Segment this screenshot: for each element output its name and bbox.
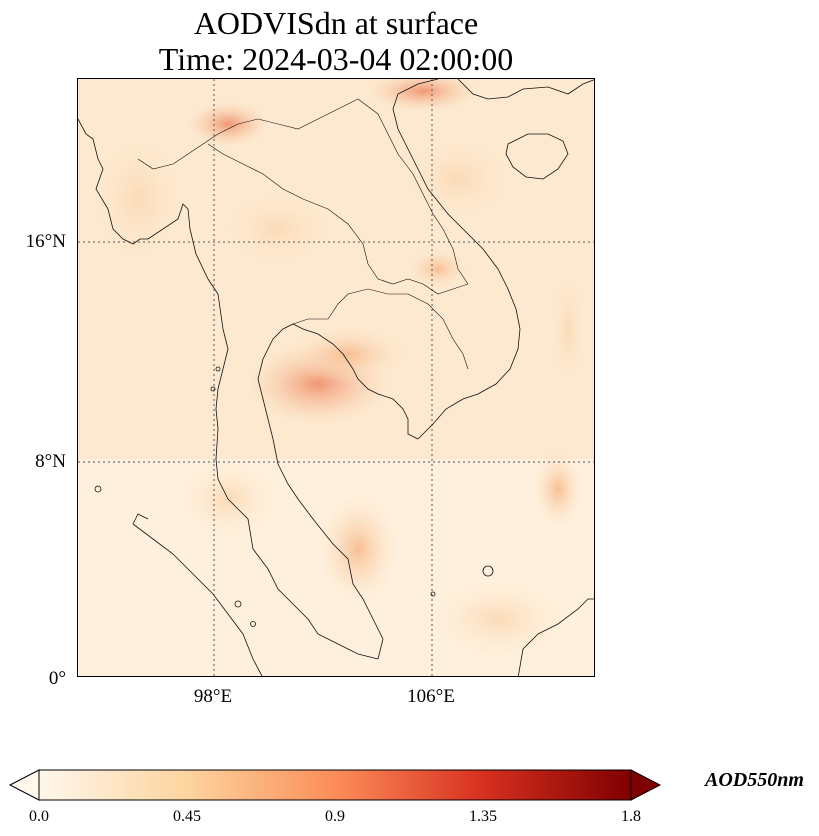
aod-patch bbox=[533, 449, 583, 529]
aod-patch bbox=[88, 129, 188, 269]
aod-patch bbox=[398, 134, 518, 224]
coastline-borneo bbox=[517, 598, 594, 676]
coastline-peninsula-east bbox=[257, 323, 384, 660]
aod-patch bbox=[368, 79, 478, 111]
aod-patch bbox=[288, 326, 408, 382]
island bbox=[482, 565, 494, 577]
lon-label-98e: 98°E bbox=[193, 686, 233, 707]
border-thai-cambodia bbox=[292, 288, 469, 370]
lat-label-8n: 8°N bbox=[35, 451, 66, 472]
colorbar-tick: 0.9 bbox=[325, 808, 345, 825]
gridlines bbox=[78, 79, 594, 676]
island bbox=[250, 621, 256, 627]
colorbar-tick: 0.45 bbox=[173, 808, 201, 825]
map-plot-area[interactable] bbox=[77, 78, 595, 677]
coastline-gulf bbox=[342, 353, 419, 440]
aod-patch bbox=[188, 102, 268, 146]
coastline-myanmar bbox=[78, 118, 229, 430]
coastline-sumatra-north bbox=[132, 513, 149, 525]
aod-patch bbox=[218, 189, 338, 269]
map-title: AODVISdn at surface bbox=[193, 5, 479, 41]
aod-patch bbox=[318, 494, 398, 604]
lat-label-0: 0° bbox=[48, 668, 66, 689]
coastline-sumatra bbox=[132, 523, 263, 676]
island bbox=[215, 366, 221, 372]
coastline-hainan bbox=[505, 133, 569, 180]
colorbar-tick: 1.35 bbox=[469, 808, 497, 825]
lat-label-16n: 16°N bbox=[25, 231, 66, 252]
lon-label-106e: 106°E bbox=[407, 686, 455, 707]
coastlines bbox=[78, 79, 594, 676]
coastline-vietnam bbox=[392, 79, 521, 440]
aod-patch bbox=[548, 269, 588, 389]
coastline-tonkin bbox=[457, 79, 594, 100]
colorbar-tick: 1.8 bbox=[621, 808, 641, 825]
aod-patch bbox=[428, 579, 568, 659]
colorbar-gradient bbox=[38, 769, 632, 801]
colorbar bbox=[8, 768, 668, 802]
border-thai-laos bbox=[207, 143, 469, 295]
border-laos-vietnam bbox=[357, 98, 469, 285]
aod-map bbox=[78, 79, 594, 676]
border-myanmar-thai bbox=[137, 98, 359, 170]
colorbar-extend-min bbox=[8, 769, 40, 801]
aod-patch bbox=[408, 249, 468, 289]
colorbar-tick: 0.0 bbox=[29, 808, 49, 825]
island bbox=[210, 386, 216, 392]
island bbox=[234, 600, 242, 608]
colorbar-label: AOD550nm bbox=[705, 769, 804, 791]
island bbox=[94, 485, 102, 493]
coastline-peninsula-west bbox=[215, 428, 379, 660]
colorbar-extend-max bbox=[630, 769, 662, 801]
island bbox=[430, 591, 436, 597]
map-time: Time: 2024-03-04 02:00:00 bbox=[158, 41, 514, 77]
